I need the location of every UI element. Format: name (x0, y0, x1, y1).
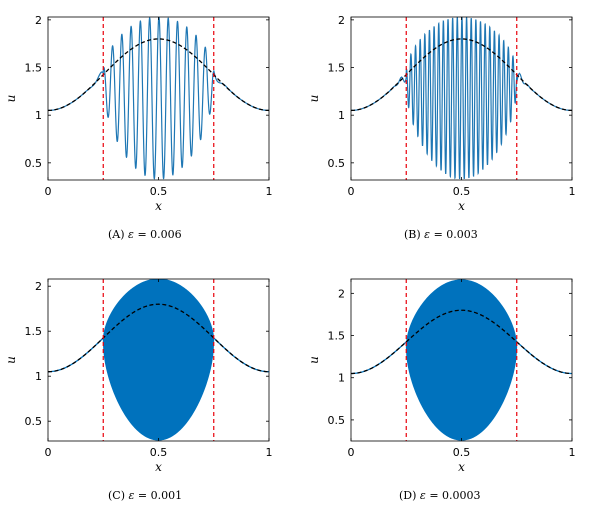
subplot-a: 0 0.5 1 0.5 1 1.5 2 x u (A) ε = 0.006 (0, 0, 295, 256)
series-homogenized-dashed (48, 303, 269, 373)
y-tick-label: 1 (35, 370, 42, 383)
y-tick-label: 2 (338, 14, 345, 27)
y-axis-label: u (4, 356, 18, 364)
y-tick-label: 1.5 (25, 325, 43, 338)
chart-d-svg: 0 0.5 1 0.5 1 1.5 2 x u (307, 278, 576, 474)
caption-epsilon: ε (424, 228, 431, 241)
caption-d: (D) ε = 0.0003 (399, 489, 481, 502)
caption-value: = 0.001 (137, 489, 183, 502)
plot-area (351, 279, 572, 441)
series-solution-line (351, 17, 572, 180)
x-axis-label: x (155, 460, 162, 474)
y-tick-label: 1 (338, 109, 345, 122)
y-tick-label: 1.5 (328, 62, 346, 75)
subplot-b: 0 0.5 1 0.5 1 1.5 2 x u (B) ε = 0.003 (294, 0, 589, 256)
x-tick-label: 1 (266, 185, 273, 198)
y-tick-label: 2 (35, 280, 42, 293)
plot-area (48, 279, 269, 441)
caption-value: = 0.003 (433, 228, 478, 241)
caption-c: (C) ε = 0.001 (108, 489, 182, 502)
y-tick-label: 0.5 (25, 157, 43, 170)
y-tick-label: 1.5 (25, 62, 43, 75)
plot-area (48, 17, 269, 180)
x-tick-label: 1 (266, 446, 273, 459)
x-axis-label: x (458, 199, 465, 213)
y-axis-label: u (307, 95, 321, 103)
x-tick-label: 0 (348, 446, 355, 459)
x-tick-label: 0.5 (150, 446, 168, 459)
y-axis-label: u (4, 95, 18, 103)
series-solution-line (48, 17, 269, 180)
x-tick-label: 1 (569, 185, 576, 198)
x-tick-label: 1 (569, 446, 576, 459)
y-tick-label: 1 (35, 109, 42, 122)
caption-epsilon: ε (419, 489, 426, 502)
y-tick-label: 0.5 (328, 414, 346, 427)
chart-b-svg: 0 0.5 1 0.5 1 1.5 2 x u (307, 14, 576, 213)
x-tick-label: 0 (348, 185, 355, 198)
chart-a-svg: 0 0.5 1 0.5 1 1.5 2 x u (4, 14, 273, 213)
subplot-d: 0 0.5 1 0.5 1 1.5 2 x u (D) ε = 0.0003 (294, 262, 589, 518)
series-solution-band (405, 279, 518, 441)
x-axis-label: x (458, 460, 465, 474)
y-tick-label: 2 (35, 14, 42, 27)
x-axis-label: x (155, 199, 162, 213)
y-tick-label: 0.5 (25, 415, 43, 428)
chart-c-svg: 0 0.5 1 0.5 1 1.5 2 x u (4, 278, 273, 474)
x-tick-label: 0.5 (453, 446, 471, 459)
series-homogenized-dashed (351, 309, 572, 375)
axes-frame (47, 16, 270, 181)
caption-a: (A) ε = 0.006 (108, 228, 182, 241)
caption-tag: (B) (404, 228, 421, 241)
y-tick-label: 1.5 (328, 330, 346, 343)
series-solution-band (102, 279, 215, 441)
caption-epsilon: ε (128, 228, 134, 241)
plot-area (351, 17, 572, 180)
series-homogenized-dashed (351, 38, 572, 112)
series-solution-right (516, 341, 572, 375)
x-tick-label: 0 (45, 185, 52, 198)
subplot-c: 0 0.5 1 0.5 1 1.5 2 x u (C) ε = 0.001 (0, 262, 295, 518)
caption-tag: (C) (108, 489, 125, 502)
y-axis-label: u (307, 356, 321, 364)
series-homogenized-dashed (48, 38, 269, 112)
caption-value: = 0.0003 (429, 489, 481, 502)
series-solution-right (213, 337, 269, 373)
caption-tag: (D) (399, 489, 417, 502)
x-tick-label: 0.5 (453, 185, 471, 198)
series-solution-left (48, 337, 104, 373)
x-tick-label: 0.5 (150, 185, 168, 198)
series-solution-left (351, 341, 407, 375)
y-tick-label: 0.5 (328, 157, 346, 170)
y-tick-label: 2 (338, 287, 345, 300)
caption-b: (B) ε = 0.003 (404, 228, 478, 241)
x-tick-label: 0 (45, 446, 52, 459)
caption-tag: (A) (108, 228, 125, 241)
caption-value: = 0.006 (137, 228, 182, 241)
caption-epsilon: ε (128, 489, 135, 502)
y-tick-label: 1 (338, 372, 345, 385)
